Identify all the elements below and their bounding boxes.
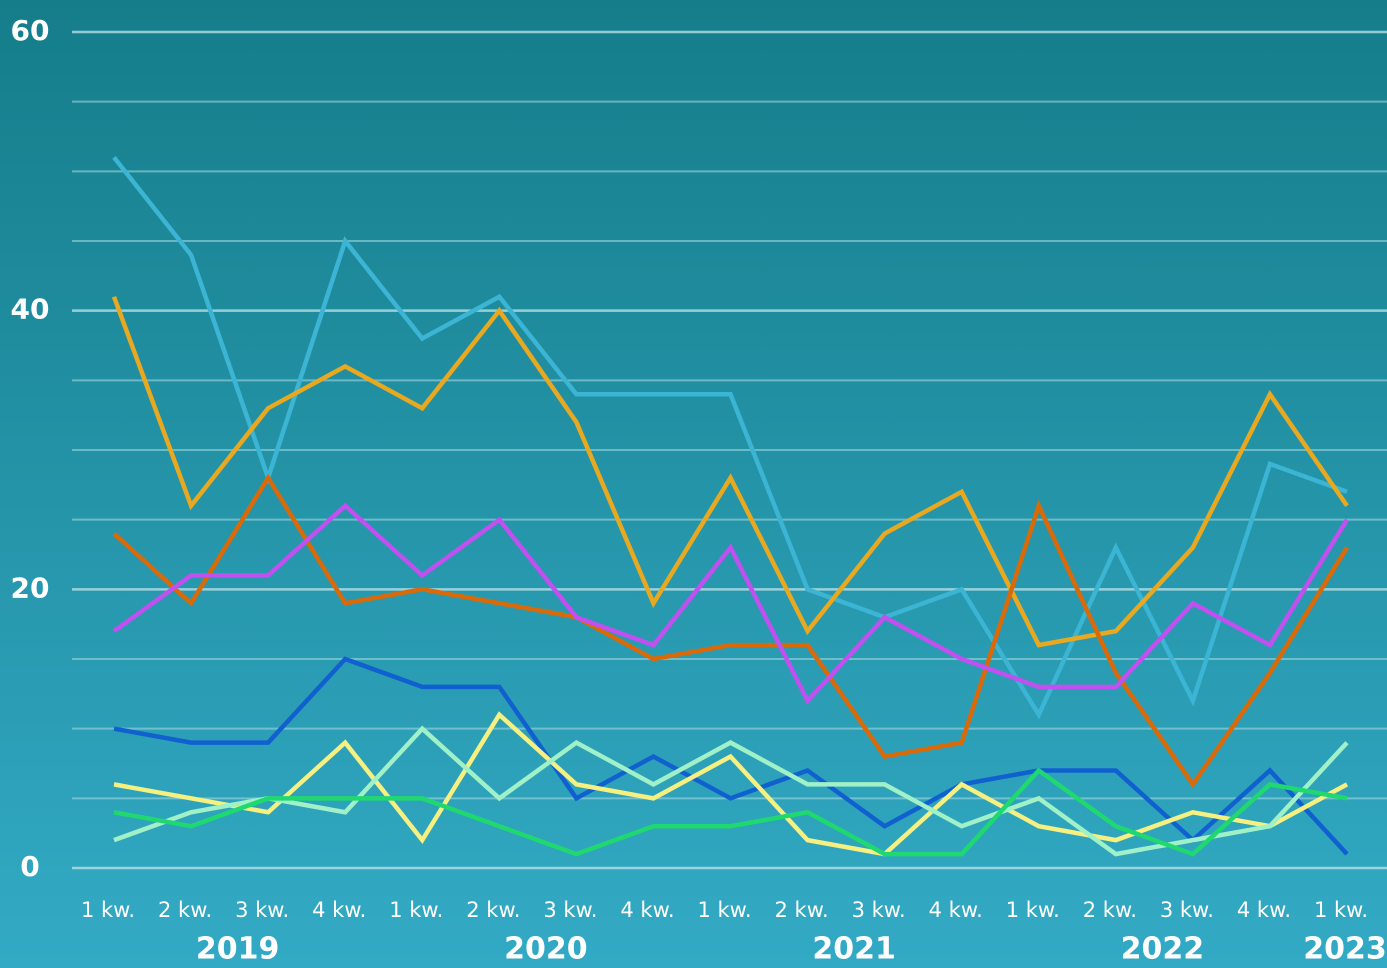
x-tick-label: 3 kw.: [852, 898, 906, 922]
series-line: [112, 156, 1348, 720]
y-tick-label: 60: [11, 14, 50, 47]
x-tick-label: 1 kw.: [389, 898, 443, 922]
x-tick-label: 1 kw.: [81, 898, 135, 922]
x-tick-label: 2 kw.: [466, 898, 520, 922]
series-line: [113, 767, 1348, 857]
x-tick-label: 3 kw.: [235, 898, 289, 922]
x-tick-label: 4 kw.: [620, 898, 674, 922]
x-tick-label: 4 kw.: [1237, 898, 1291, 922]
series-line: [113, 711, 1349, 857]
y-tick-label: 0: [20, 850, 39, 883]
x-tick-label: 1 kw.: [697, 898, 751, 922]
year-label: 2020: [504, 932, 588, 967]
series-line: [113, 656, 1349, 856]
y-tick-label: 40: [11, 293, 50, 326]
year-label: 2021: [812, 932, 896, 967]
x-tick-label: 4 kw.: [312, 898, 366, 922]
x-tick-label: 3 kw.: [543, 898, 597, 922]
series-line: [112, 473, 1349, 789]
series-line: [113, 725, 1349, 857]
x-tick-label: 2 kw.: [1083, 898, 1137, 922]
y-tick-label: 20: [11, 571, 50, 604]
x-tick-label: 1 kw.: [1314, 898, 1368, 922]
x-tick-label: 2 kw.: [775, 898, 829, 922]
year-label: 2023: [1303, 932, 1387, 967]
x-tick-label: 3 kw.: [1160, 898, 1214, 922]
year-label: 2022: [1121, 932, 1205, 967]
series-line: [111, 295, 1349, 648]
series-line: [112, 502, 1349, 705]
year-label: 2019: [196, 932, 280, 967]
x-tick-label: 4 kw.: [929, 898, 983, 922]
x-tick-label: 1 kw.: [1006, 898, 1060, 922]
x-tick-label: 2 kw.: [158, 898, 212, 922]
